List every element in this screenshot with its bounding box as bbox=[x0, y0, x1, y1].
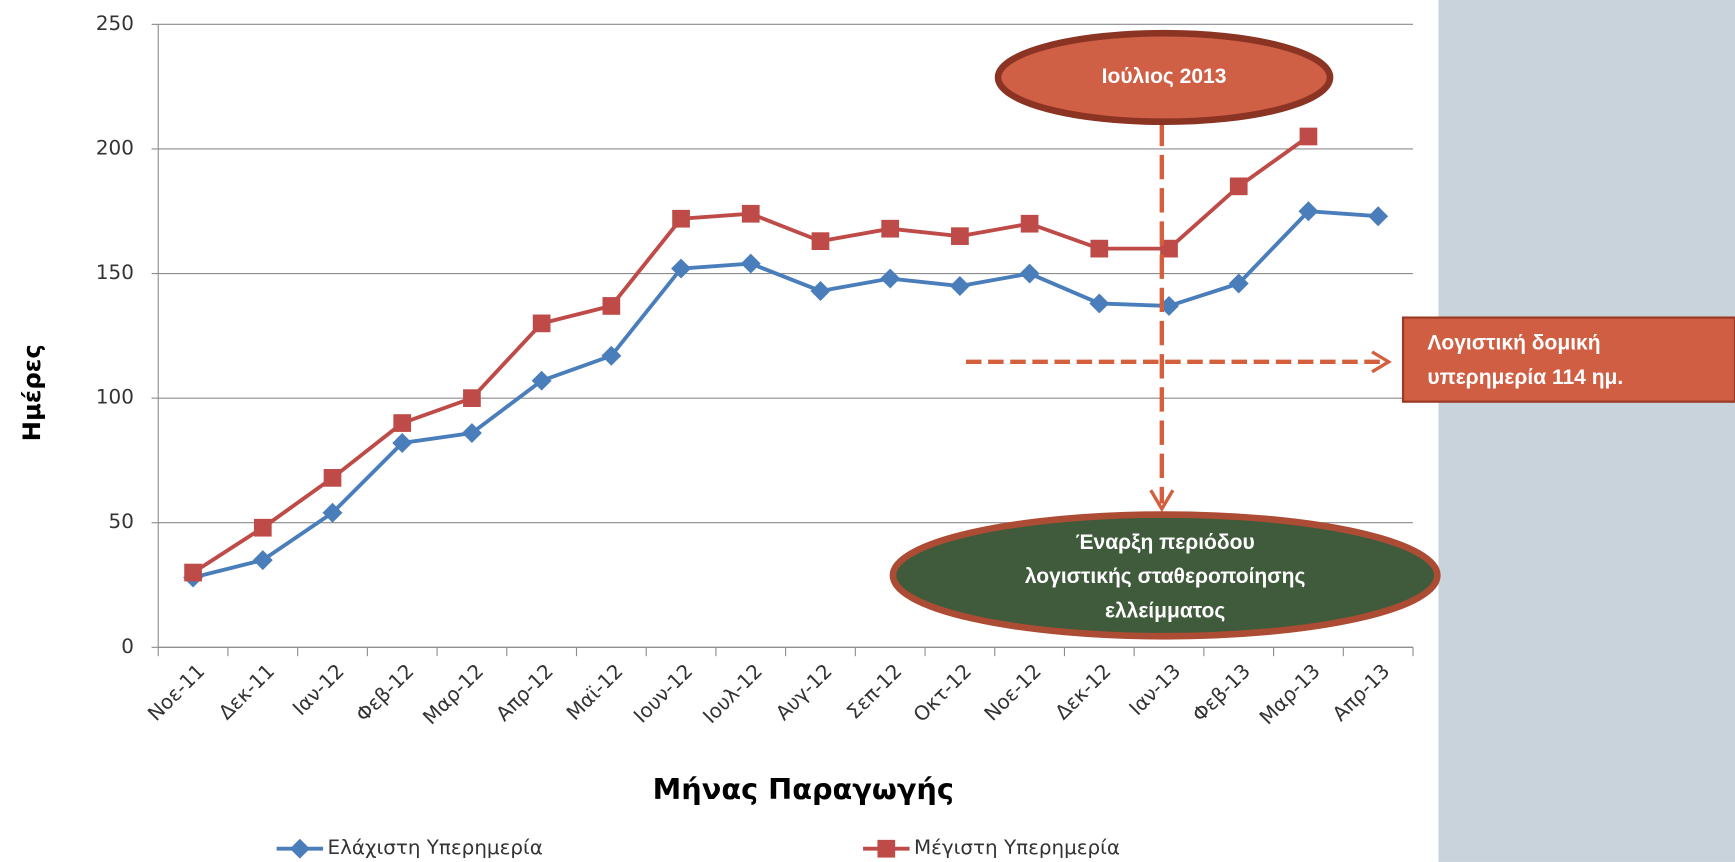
x-tick-label: Νοε-11 bbox=[143, 660, 209, 726]
x-tick-label: Νοε-12 bbox=[980, 660, 1046, 726]
marker bbox=[184, 563, 202, 582]
marker bbox=[461, 423, 482, 443]
annotation-text: Έναρξη περιόδου bbox=[1076, 531, 1255, 554]
marker bbox=[951, 227, 969, 246]
x-tick-label: Ιουν-12 bbox=[629, 660, 697, 728]
annotation-text: υπερημερία 114 ημ. bbox=[1427, 366, 1623, 389]
callout-oval bbox=[994, 29, 1334, 126]
marker bbox=[1229, 177, 1248, 196]
marker bbox=[532, 314, 551, 333]
arrow-head bbox=[1371, 350, 1392, 374]
marker bbox=[1299, 127, 1318, 146]
y-axis-label: Ημέρες bbox=[17, 344, 46, 441]
callout-oval bbox=[889, 511, 1441, 640]
marker bbox=[741, 204, 760, 223]
y-tick-label: 100 bbox=[96, 386, 134, 409]
y-tick-label: 150 bbox=[96, 261, 134, 284]
y-tick-label: 50 bbox=[109, 510, 134, 533]
marker bbox=[1089, 293, 1110, 314]
x-tick-label: Ιαν-12 bbox=[288, 660, 349, 721]
annotation-text: Ιούλιος 2013 bbox=[1102, 65, 1227, 88]
marker bbox=[811, 232, 830, 251]
x-tick-label: Μαϊ-12 bbox=[562, 660, 627, 725]
y-tick-label: 0 bbox=[121, 635, 134, 658]
x-tick-label: Αυγ-12 bbox=[771, 660, 836, 725]
marker bbox=[881, 219, 900, 238]
marker bbox=[877, 839, 896, 858]
marker bbox=[323, 469, 342, 487]
x-tick-label: Απρ-13 bbox=[1328, 660, 1394, 726]
marker bbox=[1160, 239, 1178, 258]
marker bbox=[392, 433, 413, 453]
x-tick-label: Φεβ-12 bbox=[352, 660, 419, 727]
marker bbox=[253, 518, 272, 537]
marker bbox=[602, 297, 621, 315]
x-tick-label: Απρ-12 bbox=[492, 660, 558, 726]
annotation-text: Λογιστική δομική bbox=[1427, 332, 1600, 355]
side-panel bbox=[1438, 0, 1735, 862]
x-tick-label: Οκτ-12 bbox=[909, 660, 976, 727]
legend-label: Μέγιστη Υπερημερία bbox=[914, 836, 1120, 859]
marker bbox=[810, 281, 831, 301]
marker bbox=[463, 389, 481, 407]
marker bbox=[1019, 263, 1040, 284]
legend-label: Ελάχιστη Υπερημερία bbox=[328, 836, 543, 859]
x-tick-label: Δεκ-11 bbox=[214, 660, 279, 725]
marker bbox=[880, 268, 901, 289]
marker bbox=[531, 370, 552, 391]
marker bbox=[322, 502, 343, 523]
x-tick-label: Ιαν-13 bbox=[1125, 660, 1186, 721]
series-line bbox=[192, 134, 1310, 575]
x-axis-label: Μήνας Παραγωγής bbox=[653, 772, 954, 806]
x-tick-label: Μαρ-12 bbox=[419, 660, 489, 730]
marker bbox=[1368, 206, 1389, 227]
marker bbox=[949, 276, 970, 296]
series-line bbox=[192, 209, 1379, 580]
x-tick-label: Σεπ-12 bbox=[842, 660, 906, 724]
arrow-head bbox=[1149, 489, 1175, 513]
y-tick-label: 200 bbox=[96, 136, 134, 159]
marker bbox=[393, 414, 412, 432]
marker bbox=[1228, 273, 1249, 294]
marker bbox=[289, 838, 310, 859]
marker bbox=[740, 253, 761, 274]
x-tick-label: Δεκ-12 bbox=[1051, 660, 1116, 725]
annotation-text: ελλείμματος bbox=[1105, 599, 1225, 622]
callout-box bbox=[1401, 316, 1735, 403]
x-tick-label: Μαρ-13 bbox=[1255, 660, 1325, 730]
x-tick-label: Ιουλ-12 bbox=[699, 660, 768, 729]
x-tick-label: Φεβ-13 bbox=[1188, 660, 1255, 727]
y-tick-label: 250 bbox=[96, 12, 134, 35]
marker bbox=[1020, 214, 1039, 233]
marker bbox=[1090, 239, 1109, 258]
marker bbox=[672, 209, 690, 228]
annotation-text: λογιστικής σταθεροποίησης bbox=[1025, 565, 1306, 588]
